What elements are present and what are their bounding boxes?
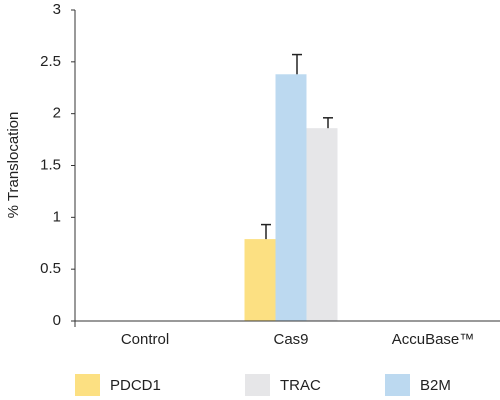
x-tick-label: AccuBase™ xyxy=(392,331,475,348)
x-tick-label: Control xyxy=(121,331,169,348)
x-tick-label: Cas9 xyxy=(273,331,308,348)
bar xyxy=(244,239,276,321)
legend-label: PDCD1 xyxy=(110,377,161,394)
y-tick-label: 0 xyxy=(53,312,61,329)
bar xyxy=(306,128,338,321)
y-tick-label: 1.5 xyxy=(40,156,61,173)
legend-swatch xyxy=(245,374,270,396)
y-tick-label: 2.5 xyxy=(40,53,61,70)
y-tick-label: 2 xyxy=(53,105,61,122)
legend-swatch xyxy=(385,374,410,396)
legend-label: TRAC xyxy=(280,377,321,394)
legend-label: B2M xyxy=(420,377,451,394)
y-tick-label: 3 xyxy=(53,1,61,18)
y-tick-label: 1 xyxy=(53,208,61,225)
y-tick-label: 0.5 xyxy=(40,260,61,277)
bar xyxy=(275,74,307,321)
y-axis-label: % Translocation xyxy=(5,112,22,219)
legend-swatch xyxy=(75,374,100,396)
